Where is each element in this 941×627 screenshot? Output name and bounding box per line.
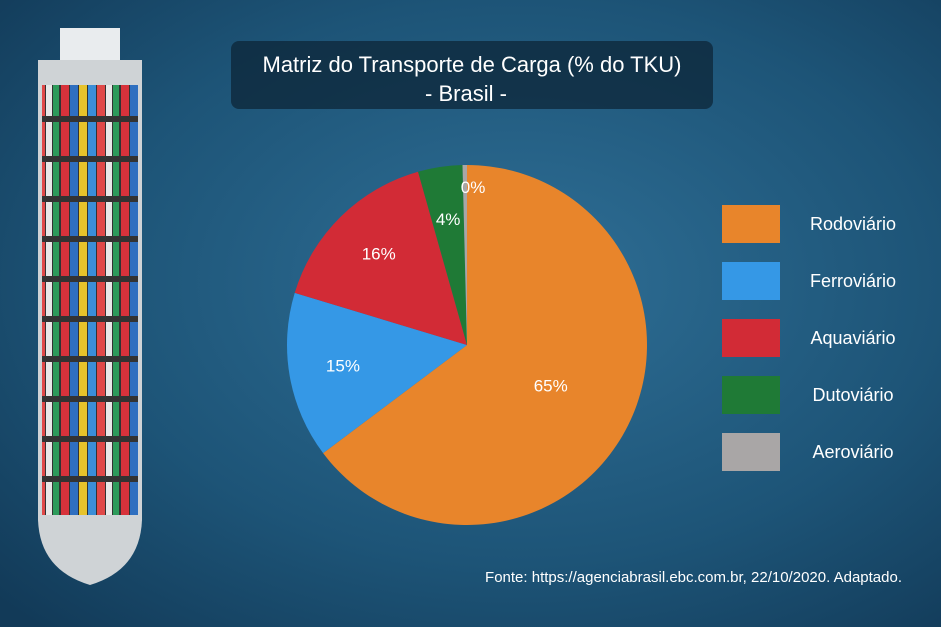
legend-label: Rodoviário [810,214,896,234]
legend-swatch [722,319,780,357]
pie-slice [462,165,467,345]
ship [38,28,142,585]
legend-label: Ferroviário [810,271,896,291]
data-label: 65% [534,376,568,395]
chart-title: Matriz do Transporte de Carga (% do TKU) [263,52,682,77]
data-label: 0% [461,178,486,197]
pie-slice [287,292,467,454]
title-box [231,41,713,109]
pie-slice [418,165,467,345]
data-label: 4% [436,210,461,229]
data-label: 16% [362,245,396,264]
legend-label: Aquaviário [810,328,895,348]
legend-swatch [722,262,780,300]
legend-swatch [722,205,780,243]
legend-swatch [722,376,780,414]
source: Fonte: https://agenciabrasil.ebc.com.br,… [485,569,902,586]
legend-label: Dutoviário [812,385,893,405]
pie-slice [294,171,467,345]
legend-label: Aeroviário [812,442,893,462]
data-label: 15% [326,356,360,375]
chart-subtitle: - Brasil - [425,81,507,106]
pie-slice [323,165,647,525]
legend-swatch [722,433,780,471]
